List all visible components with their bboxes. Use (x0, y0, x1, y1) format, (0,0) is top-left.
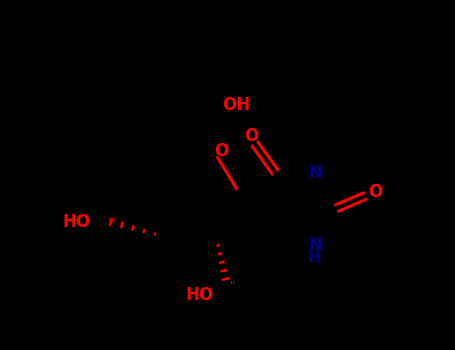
Text: O: O (368, 183, 382, 201)
Text: HO: HO (186, 286, 214, 304)
Text: H: H (308, 251, 320, 266)
Text: N: N (308, 236, 322, 254)
Text: HO: HO (63, 213, 91, 231)
Text: O: O (214, 142, 228, 160)
Text: ''': ''' (108, 217, 117, 227)
Text: O: O (244, 127, 258, 145)
Text: OH: OH (222, 96, 250, 114)
Text: N: N (308, 164, 322, 182)
Text: '': '' (230, 280, 236, 290)
